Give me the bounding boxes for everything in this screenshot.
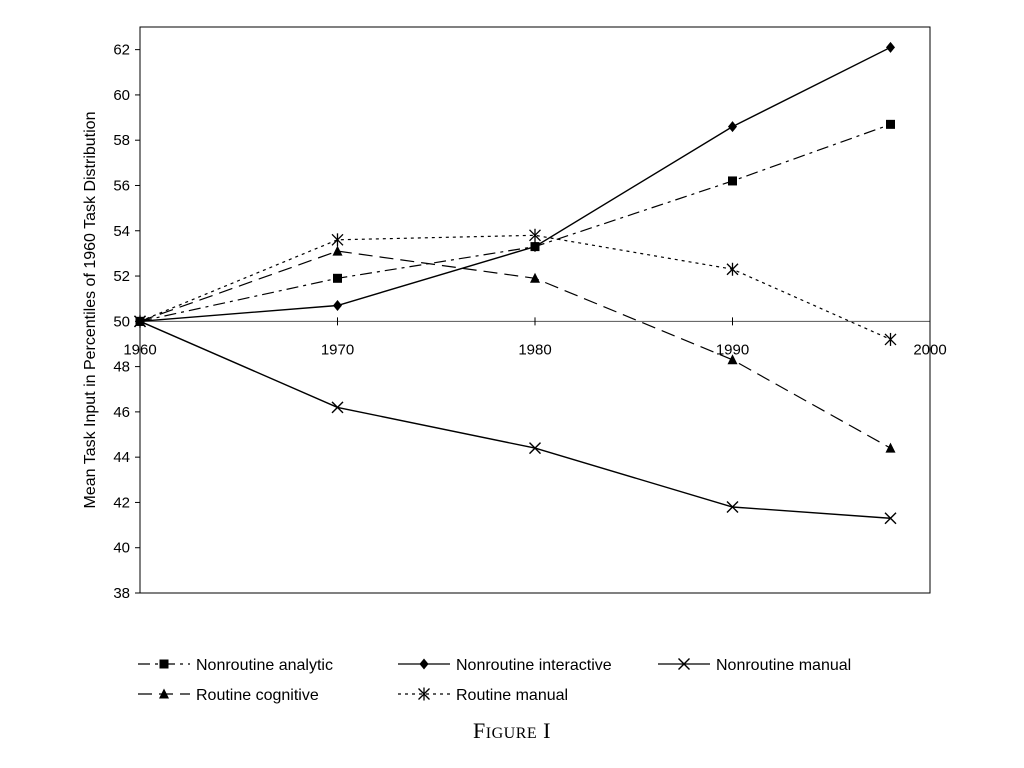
y-tick-label: 48 [113, 359, 130, 376]
legend-label: Nonroutine analytic [196, 657, 333, 674]
y-tick-label: 38 [113, 585, 130, 602]
figure-caption: FIGURE I [0, 718, 1024, 744]
data-point-routine-cognitive [530, 272, 540, 283]
data-point-routine-manual [726, 262, 739, 276]
legend-label: Nonroutine manual [716, 657, 851, 674]
data-point-routine-manual [884, 332, 897, 346]
x-tick-label: 1970 [321, 341, 354, 358]
marker-stroke [884, 512, 897, 525]
data-point-routine-manual [529, 228, 541, 242]
x-tick-label: 1980 [518, 341, 551, 358]
caption-small-caps: IGURE [485, 725, 538, 742]
x-tick-label: 2000 [913, 341, 946, 358]
series-line-routine-manual [139, 234, 891, 340]
caption-first-letter: F [473, 718, 486, 743]
data-point-nonroutine-manual [726, 500, 739, 513]
legend-swatch-marker [159, 659, 169, 669]
data-point-nonroutine-analytic [728, 176, 737, 186]
data-point-routine-manual [331, 233, 344, 247]
series-line-nonroutine-analytic [139, 123, 891, 322]
series-nonroutine-analytic [135, 119, 895, 326]
data-point-nonroutine-analytic [333, 273, 342, 283]
data-point-nonroutine-interactive [530, 241, 540, 253]
marker-stroke [331, 401, 344, 414]
x-tick-label: 1990 [716, 341, 749, 358]
legend: Nonroutine analytic Nonroutine interactiv… [138, 657, 851, 704]
legend-label: Routine manual [456, 687, 568, 704]
series-nonroutine-manual [134, 315, 897, 525]
series-routine-cognitive [135, 245, 896, 453]
data-point-nonroutine-analytic [886, 119, 895, 129]
legend-label: Routine cognitive [196, 687, 319, 704]
plot-frame [139, 26, 931, 594]
marker-stroke [678, 658, 690, 670]
y-tick-label: 52 [113, 268, 130, 285]
caption-numeral: I [543, 718, 551, 743]
y-tick-label: 56 [113, 177, 130, 194]
data-point-nonroutine-manual [529, 442, 541, 455]
series-line-nonroutine-manual [139, 320, 891, 519]
data-point-routine-cognitive [332, 245, 343, 256]
data-point-nonroutine-interactive [333, 299, 342, 311]
legend-item-routine-manual: Routine manual [398, 687, 568, 704]
legend-swatch-marker [159, 688, 169, 699]
data-point-nonroutine-interactive [728, 121, 737, 133]
series-nonroutine-interactive [135, 41, 895, 327]
legend-label: Nonroutine interactive [456, 657, 612, 674]
legend-item-nonroutine-analytic: Nonroutine analytic [138, 657, 333, 674]
data-point-routine-manual [134, 314, 146, 328]
marker-stroke [529, 442, 541, 455]
y-tick-label: 46 [113, 404, 130, 421]
marker-stroke [726, 500, 739, 513]
series-routine-manual [134, 228, 897, 346]
y-tick-label: 44 [113, 449, 130, 466]
legend-item-nonroutine-manual: Nonroutine manual [658, 657, 851, 674]
y-axis-title: Mean Task Input in Percentiles of 1960 T… [82, 112, 99, 509]
y-tick-label: 62 [113, 42, 130, 59]
y-tick-label: 40 [113, 540, 130, 557]
legend-item-routine-cognitive: Routine cognitive [138, 687, 319, 704]
data-point-routine-cognitive [727, 354, 738, 365]
axes: 38 40 42 44 46 48 50 52 54 56 58 60 62 1960 1970 1980 19… [113, 26, 947, 602]
x-tick-label: 1960 [123, 341, 156, 358]
y-tick-label: 60 [113, 87, 130, 104]
series-line-routine-cognitive [139, 250, 891, 449]
y-tick-label: 42 [113, 494, 130, 511]
legend-swatch-marker [678, 658, 690, 670]
y-tick-label: 50 [113, 313, 130, 330]
data-point-routine-cognitive [885, 442, 896, 453]
data-point-nonroutine-interactive [886, 41, 895, 53]
y-tick-label: 58 [113, 132, 130, 149]
data-point-nonroutine-manual [331, 401, 344, 414]
legend-swatch-marker [419, 658, 429, 670]
legend-item-nonroutine-interactive: Nonroutine interactive [398, 657, 612, 674]
y-tick-label: 54 [113, 223, 130, 240]
legend-swatch-marker [418, 687, 430, 701]
series-line-nonroutine-interactive [139, 46, 891, 322]
series-lines [134, 41, 897, 525]
data-point-nonroutine-manual [884, 512, 897, 525]
